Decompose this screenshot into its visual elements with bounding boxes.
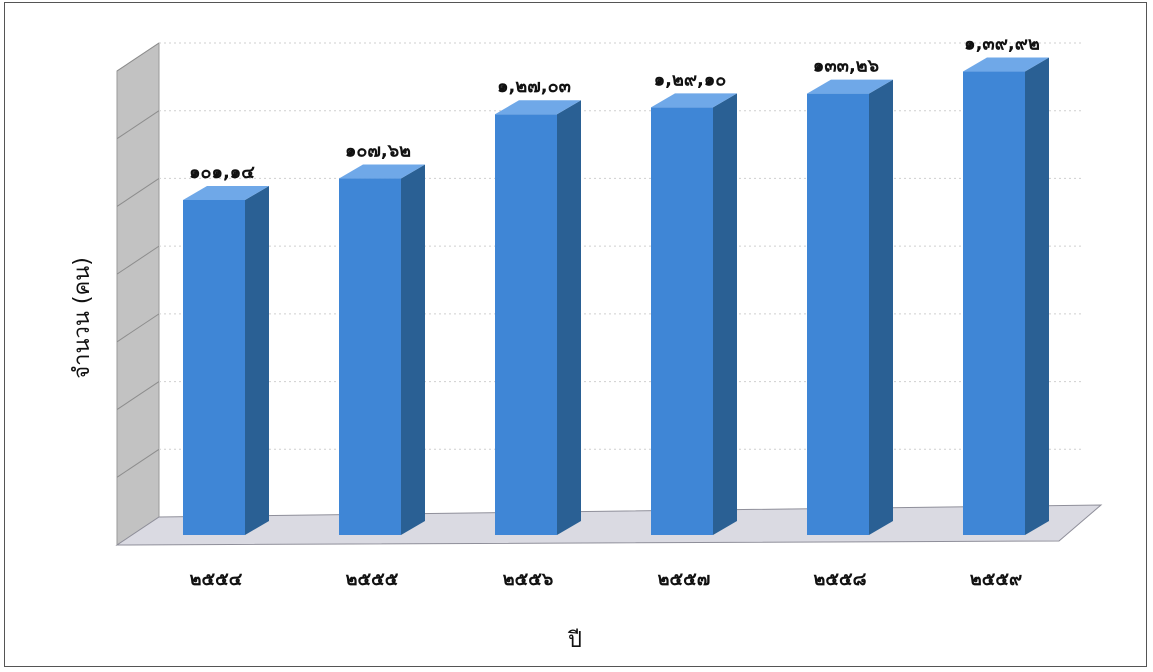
- gridline: [116, 448, 160, 478]
- data-labels: ๑๐๑,๑๔ ๑๐๗,๖๒ ๑,๒๗,๐๓ ๑,๒๙,๑๐ ๑๓๓,๒๖ ๑,๓๙,๙๒: [189, 34, 1040, 183]
- gridline: [116, 178, 160, 207]
- bar: [495, 114, 557, 535]
- bar: [651, 107, 713, 535]
- x-tick-label: ๒๕๕๕: [346, 569, 399, 590]
- data-label: ๑,๓๙,๙๒: [964, 34, 1040, 55]
- bar-top: [963, 57, 1049, 72]
- gridline: [116, 110, 160, 140]
- x-tick-label: ๒๕๕๖: [503, 569, 554, 590]
- data-label: ๑๐๑,๑๔: [189, 162, 255, 183]
- x-tick-label: ๒๕๕๗: [658, 569, 711, 590]
- gridline: [116, 313, 160, 343]
- bar-top: [339, 164, 425, 179]
- gridline: [116, 381, 160, 410]
- gridline: [116, 245, 160, 275]
- bar-side: [401, 164, 425, 535]
- x-axis-title: ปี: [567, 628, 582, 653]
- data-label: ๑๐๗,๖๒: [345, 141, 411, 162]
- gridline: [116, 42, 160, 72]
- bar: [183, 200, 245, 535]
- data-label: ๑,๒๗,๐๓: [497, 76, 571, 97]
- chart-frame: ๑๐๑,๑๔ ๑๐๗,๖๒ ๑,๒๗,๐๓ ๑,๒๙,๑๐ ๑๓๓,๒๖ ๑,๓๙,๙๒ …: [4, 2, 1147, 667]
- side-wall: [116, 42, 160, 546]
- y-axis-title: จำนวน (คน): [70, 257, 95, 379]
- bars: [183, 57, 1049, 535]
- bar-side: [245, 186, 269, 535]
- bar-top: [495, 100, 581, 115]
- bar-top: [651, 93, 737, 108]
- x-tick-label: ๒๕๕๙: [970, 569, 1022, 590]
- bar-side: [1025, 57, 1049, 535]
- bar: [963, 71, 1025, 535]
- bar: [339, 178, 401, 535]
- bar-side: [869, 79, 893, 535]
- bar-side: [713, 93, 737, 535]
- data-label: ๑,๒๙,๑๐: [654, 69, 727, 90]
- bar: [807, 93, 869, 535]
- x-tick-labels: ๒๕๕๔ ๒๕๕๕ ๒๕๕๖ ๒๕๕๗ ๒๕๕๘ ๒๕๕๙: [190, 569, 1023, 590]
- bar-top: [807, 79, 893, 94]
- bar-side: [557, 100, 581, 535]
- data-label: ๑๓๓,๒๖: [813, 56, 879, 77]
- gridlines: [116, 42, 1083, 478]
- x-tick-label: ๒๕๕๔: [190, 569, 243, 590]
- bar-top: [183, 186, 269, 200]
- x-tick-label: ๒๕๕๘: [814, 569, 867, 590]
